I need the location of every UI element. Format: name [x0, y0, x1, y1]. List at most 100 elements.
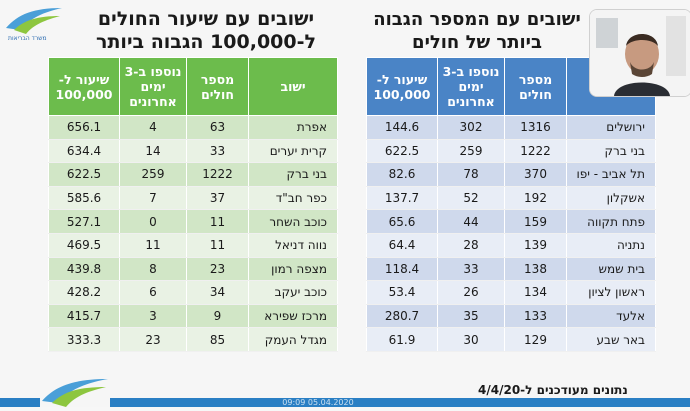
cell-rate: 280.7 [366, 304, 438, 329]
cell-added-3-days: 259 [437, 139, 505, 164]
col-rate: שיעור ל- 100,000 [366, 57, 438, 116]
cell-patients: 139 [504, 233, 567, 258]
cell-rate: 428.2 [48, 280, 120, 305]
rate-table-row: מצפה רמון 23 8 439.8 [48, 257, 338, 282]
cell-town: תל אביב - יפו [566, 162, 656, 187]
col-patients: מספר חולים [504, 57, 567, 116]
cell-patients: 138 [504, 257, 567, 282]
ministry-logo-bottom [40, 373, 110, 407]
footer-bar [110, 398, 690, 407]
cell-patients: 11 [186, 233, 249, 258]
cell-added-3-days: 4 [119, 115, 187, 140]
cell-patients: 37 [186, 186, 249, 211]
cell-town: כפר חב"ד [248, 186, 338, 211]
cell-town: כוכב יעקב [248, 280, 338, 305]
col-added-3-days: נוספו ב-3 ימים אחרונים [437, 57, 505, 116]
cell-added-3-days: 6 [119, 280, 187, 305]
cell-added-3-days: 7 [119, 186, 187, 211]
cell-added-3-days: 33 [437, 257, 505, 282]
right-title-line2: ביותר של חולים [412, 32, 542, 53]
cell-rate: 622.5 [366, 139, 438, 164]
cell-patients: 23 [186, 257, 249, 282]
cell-rate: 622.5 [48, 162, 120, 187]
cell-added-3-days: 30 [437, 327, 505, 352]
rate-table-row: בני ברק 1222 259 622.5 [48, 162, 338, 187]
patients-table-row: ראשון לציון 134 26 53.4 [366, 280, 656, 305]
cell-added-3-days: 11 [119, 233, 187, 258]
left-title-line1: ישובים עם שיעור החולים [97, 8, 315, 30]
cell-town: באר שבע [566, 327, 656, 352]
col-rate: שיעור ל- 100,000 [48, 57, 120, 116]
svg-text:משרד הבריאות: משרד הבריאות [8, 35, 47, 42]
cell-added-3-days: 302 [437, 115, 505, 140]
cell-town: אפרת [248, 115, 338, 140]
cell-town: נתניה [566, 233, 656, 258]
data-updated-note: נתונים מעודכנים ל-4/4/20 [478, 383, 628, 397]
rate-table-row: נווה דניאל 11 11 469.5 [48, 233, 338, 258]
cell-rate: 65.6 [366, 209, 438, 234]
rate-table-row: כוכב יעקב 34 6 428.2 [48, 280, 338, 305]
patients-table-row: פתח תקווה 159 44 65.6 [366, 209, 656, 234]
ministry-logo: משרד הבריאות [4, 4, 64, 44]
cell-patients: 129 [504, 327, 567, 352]
patients-table-header: ישוב מספר חולים נוספו ב-3 ימים אחרונים ש… [366, 57, 656, 116]
rate-table-row: מרכז שפירא 9 3 415.7 [48, 304, 338, 329]
cell-town: אשקלון [566, 186, 656, 211]
cell-rate: 144.6 [366, 115, 438, 140]
cell-patients: 192 [504, 186, 567, 211]
ministry-logo-bottom-icon [42, 379, 108, 407]
cell-town: ירושלים [566, 115, 656, 140]
cell-rate: 333.3 [48, 327, 120, 352]
cell-rate: 82.6 [366, 162, 438, 187]
cell-added-3-days: 23 [119, 327, 187, 352]
cell-town: מרכז שפירא [248, 304, 338, 329]
cell-rate: 64.4 [366, 233, 438, 258]
cell-patients: 85 [186, 327, 249, 352]
patients-table-row: נתניה 139 28 64.4 [366, 233, 656, 258]
col-patients: מספר חולים [186, 57, 249, 116]
cell-patients: 9 [186, 304, 249, 329]
cell-rate: 527.1 [48, 209, 120, 234]
patients-table-row: אשקלון 192 52 137.7 [366, 186, 656, 211]
speaker-video-icon [590, 10, 690, 96]
cell-rate: 585.6 [48, 186, 120, 211]
patients-table-row: תל אביב - יפו 370 78 82.6 [366, 162, 656, 187]
cell-town: בני ברק [566, 139, 656, 164]
cell-rate: 439.8 [48, 257, 120, 282]
cell-town: נווה דניאל [248, 233, 338, 258]
cell-added-3-days: 0 [119, 209, 187, 234]
cell-town: ראשון לציון [566, 280, 656, 305]
cell-rate: 415.7 [48, 304, 120, 329]
cell-added-3-days: 26 [437, 280, 505, 305]
patients-table-row: אלעד 133 35 280.7 [366, 304, 656, 329]
patients-table-row: באר שבע 129 30 61.9 [366, 327, 656, 352]
cell-added-3-days: 44 [437, 209, 505, 234]
footer-bar-left [0, 398, 40, 407]
patients-table-row: בני ברק 1222 259 622.5 [366, 139, 656, 164]
col-town: ישוב [248, 57, 338, 116]
col-added-3-days: נוספו ב-3 ימים אחרונים [119, 57, 187, 116]
cell-town: כוכב השחר [248, 209, 338, 234]
webcam-thumbnail[interactable] [589, 9, 690, 97]
cell-patients: 134 [504, 280, 567, 305]
cell-town: בני ברק [248, 162, 338, 187]
cell-patients: 1222 [186, 162, 249, 187]
cell-town: אלעד [566, 304, 656, 329]
cell-rate: 656.1 [48, 115, 120, 140]
cell-patients: 133 [504, 304, 567, 329]
cell-rate: 118.4 [366, 257, 438, 282]
rate-table-header: ישוב מספר חולים נוספו ב-3 ימים אחרונים ש… [48, 57, 338, 116]
patients-table: ישוב מספר חולים נוספו ב-3 ימים אחרונים ש… [366, 57, 656, 352]
cell-patients: 11 [186, 209, 249, 234]
cell-town: מצפה רמון [248, 257, 338, 282]
ministry-logo-icon: משרד הבריאות [6, 8, 62, 42]
cell-patients: 33 [186, 139, 249, 164]
cell-rate: 634.4 [48, 139, 120, 164]
rate-table-row: כוכב השחר 11 0 527.1 [48, 209, 338, 234]
cell-town: מגדל העמק [248, 327, 338, 352]
cell-town: קרית יערים [248, 139, 338, 164]
cell-added-3-days: 259 [119, 162, 187, 187]
cell-town: פתח תקווה [566, 209, 656, 234]
timestamp-overlay: 09:09 05.04.2020 [282, 399, 354, 407]
